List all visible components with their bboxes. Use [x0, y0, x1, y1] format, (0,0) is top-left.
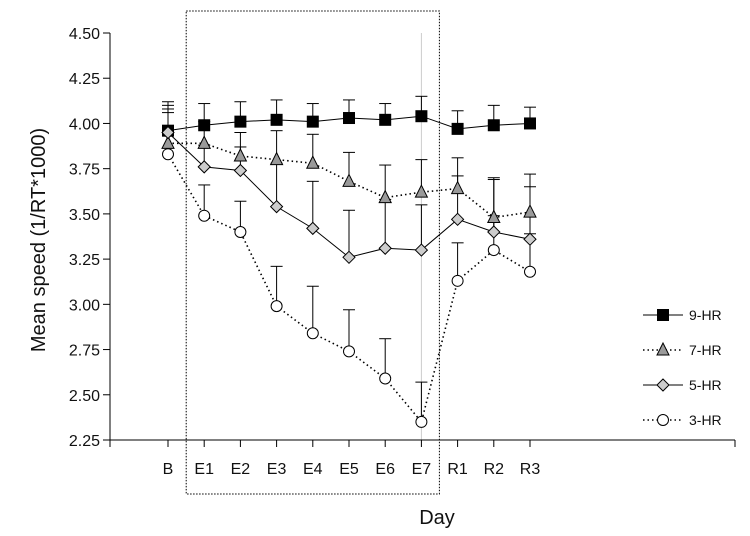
- data-point-7-hr: [523, 203, 537, 218]
- data-point-9-hr: [234, 115, 247, 128]
- highlight-region-group: [185, 10, 440, 495]
- y-tick-label: 2.75: [69, 343, 100, 360]
- data-point-9-hr: [306, 115, 319, 128]
- data-point-7-hr: [233, 147, 248, 162]
- data-point-7-hr: [305, 155, 320, 169]
- data-point-9-hr: [451, 122, 464, 135]
- data-point-3-hr: [379, 372, 392, 385]
- data-point-3-hr: [270, 300, 283, 313]
- data-point-3-hr: [343, 345, 355, 358]
- data-point-5-hr: [487, 225, 501, 239]
- markers-group: [161, 110, 537, 428]
- y-tick-label: 4.50: [69, 26, 100, 43]
- data-point-7-hr: [486, 209, 501, 224]
- x-tick-label: E5: [339, 461, 359, 478]
- data-point-3-hr: [162, 148, 174, 161]
- axes-group: 2.25 2.50 2.75 3.00 3.25 3.50 3.75 4.00 4.25 4.50…: [69, 26, 736, 478]
- legend-marker-3-hr: [657, 414, 669, 426]
- x-tick-label: R2: [484, 461, 505, 478]
- series-line-7-hr: [168, 142, 531, 219]
- legend-label-3-hr: 3-HR: [689, 412, 722, 428]
- data-point-7-hr: [342, 173, 356, 187]
- data-point-9-hr: [343, 112, 355, 125]
- legend-label-5-hr: 5-HR: [689, 377, 722, 393]
- x-tick-label: E1: [194, 461, 214, 478]
- x-tick-label: R1: [447, 461, 468, 478]
- y-tick-label: 4.25: [69, 71, 100, 88]
- y-tick-label: 4.00: [69, 116, 100, 133]
- y-tick-label: 3.75: [69, 162, 100, 179]
- y-tick-label: 3.00: [69, 297, 100, 314]
- y-tick-label: 3.50: [69, 207, 100, 224]
- legend-marker-9-hr: [657, 309, 669, 321]
- data-point-9-hr: [198, 119, 211, 132]
- data-point-3-hr: [234, 225, 247, 238]
- data-point-5-hr: [523, 232, 537, 246]
- data-point-9-hr: [524, 117, 536, 130]
- data-point-5-hr: [378, 241, 392, 255]
- highlight-region-box: [185, 10, 440, 495]
- x-axis-title: Day: [419, 507, 455, 529]
- y-tick-label: 2.25: [69, 433, 100, 450]
- x-tick-label: B: [163, 461, 174, 478]
- legend-label-7-hr: 7-HR: [689, 342, 722, 358]
- data-point-5-hr: [342, 250, 356, 265]
- data-point-5-hr: [450, 212, 465, 227]
- data-point-5-hr: [306, 221, 320, 236]
- x-tick-label: E6: [375, 461, 395, 478]
- x-tick-label: E7: [412, 461, 432, 478]
- data-point-5-hr: [197, 160, 211, 174]
- data-point-3-hr: [415, 415, 428, 428]
- legend-marker-5-hr: [656, 378, 670, 392]
- data-point-5-hr: [233, 163, 248, 178]
- data-point-3-hr: [487, 244, 500, 257]
- data-point-7-hr: [269, 151, 284, 166]
- data-point-7-hr: [197, 135, 212, 149]
- x-tick-label: E3: [267, 461, 287, 478]
- data-point-9-hr: [415, 110, 428, 123]
- legend: 9-HR 7-HR 5-HR 3-HR: [643, 307, 722, 428]
- data-point-7-hr: [450, 180, 465, 195]
- legend-label-9-hr: 9-HR: [689, 307, 722, 323]
- data-point-7-hr: [414, 184, 429, 198]
- data-point-7-hr: [378, 189, 393, 204]
- y-tick-label: 3.25: [69, 252, 100, 269]
- x-tick-label: R3: [520, 461, 541, 478]
- y-tick-label: 2.50: [69, 388, 100, 405]
- legend-marker-7-hr: [656, 341, 670, 356]
- data-point-5-hr: [414, 243, 429, 257]
- x-tick-label: E2: [231, 461, 251, 478]
- data-point-9-hr: [379, 113, 392, 126]
- data-point-9-hr: [487, 119, 500, 132]
- data-point-9-hr: [270, 113, 283, 126]
- data-point-3-hr: [306, 327, 319, 340]
- data-point-5-hr: [161, 125, 175, 140]
- series-line-3-hr: [167, 153, 531, 424]
- data-point-3-hr: [451, 274, 464, 287]
- data-point-3-hr: [524, 265, 536, 278]
- y-axis-title: Mean speed (1/RT*1000): [28, 128, 50, 352]
- x-tick-label: E4: [303, 461, 323, 478]
- data-point-5-hr: [269, 199, 284, 214]
- data-point-3-hr: [198, 209, 211, 222]
